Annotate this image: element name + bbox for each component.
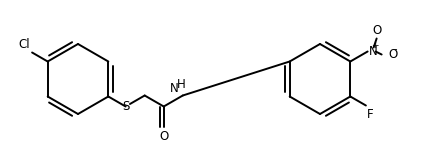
Text: +: + bbox=[371, 41, 378, 50]
Text: O: O bbox=[159, 130, 168, 143]
Text: F: F bbox=[367, 107, 373, 121]
Text: H: H bbox=[176, 78, 185, 91]
Text: Cl: Cl bbox=[19, 37, 30, 51]
Text: N: N bbox=[369, 45, 377, 58]
Text: -: - bbox=[394, 45, 397, 55]
Text: S: S bbox=[122, 100, 130, 113]
Text: O: O bbox=[389, 48, 398, 61]
Text: O: O bbox=[372, 24, 381, 36]
Text: N: N bbox=[169, 82, 178, 94]
